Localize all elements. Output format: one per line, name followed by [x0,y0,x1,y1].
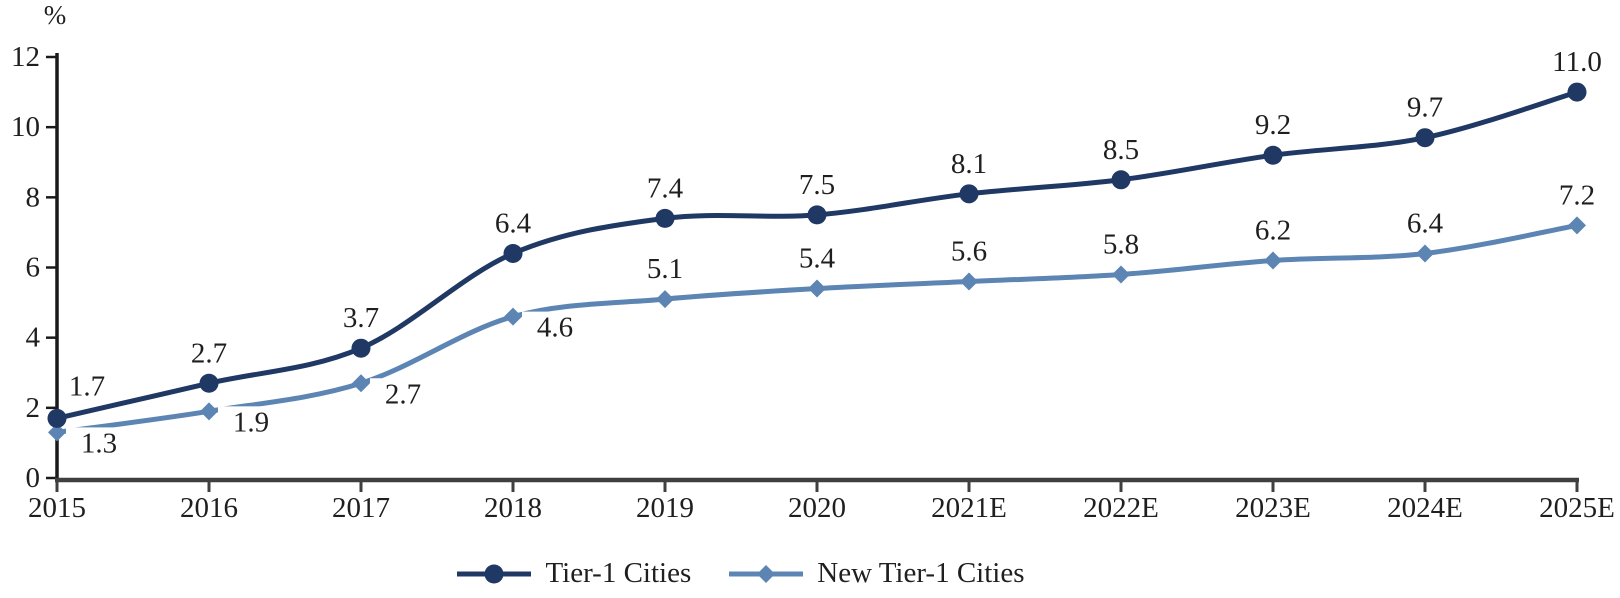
svg-text:2015: 2015 [28,492,86,524]
svg-text:2023E: 2023E [1235,492,1311,524]
svg-text:6.2: 6.2 [1255,214,1291,246]
svg-text:2016: 2016 [180,492,238,524]
svg-text:3.7: 3.7 [343,302,379,334]
svg-text:0: 0 [26,462,41,494]
chart-legend: Tier-1 Cities New Tier-1 Cities [0,557,1620,590]
svg-text:6.4: 6.4 [1407,207,1444,239]
svg-text:2021E: 2021E [931,492,1007,524]
svg-text:1.9: 1.9 [233,406,269,438]
svg-text:9.7: 9.7 [1407,92,1443,124]
svg-text:2.7: 2.7 [385,378,421,410]
svg-text:6: 6 [26,252,41,284]
svg-text:8: 8 [26,181,41,213]
svg-text:12: 12 [11,41,40,73]
svg-text:10: 10 [11,111,40,143]
svg-text:7.5: 7.5 [799,169,835,201]
svg-text:5.1: 5.1 [647,253,683,285]
svg-text:5.4: 5.4 [799,243,836,275]
svg-text:7.4: 7.4 [647,172,684,204]
svg-text:2024E: 2024E [1387,492,1463,524]
svg-text:2: 2 [26,392,41,424]
svg-text:2025E: 2025E [1539,492,1615,524]
svg-text:2022E: 2022E [1083,492,1159,524]
svg-text:5.8: 5.8 [1103,229,1139,261]
svg-text:7.2: 7.2 [1559,179,1595,211]
svg-text:8.1: 8.1 [951,148,987,180]
svg-text:2019: 2019 [636,492,694,524]
svg-text:2017: 2017 [332,492,390,524]
svg-text:4: 4 [26,322,41,354]
legend-item-new-tier1-cities: New Tier-1 Cities [727,557,1025,590]
svg-text:1.7: 1.7 [69,370,105,402]
svg-text:4.6: 4.6 [537,312,573,344]
legend-label-tier1-cities: Tier-1 Cities [545,557,692,589]
tier1-cities-line-circle-icon [457,564,532,583]
svg-text:2020: 2020 [788,492,846,524]
svg-text:2018: 2018 [484,492,542,524]
legend-label-new-tier1-cities: New Tier-1 Cities [817,557,1025,589]
svg-text:6.4: 6.4 [495,207,532,239]
svg-text:5.6: 5.6 [951,236,987,268]
svg-text:2.7: 2.7 [191,337,227,369]
svg-text:11.0: 11.0 [1552,46,1602,78]
svg-text:1.3: 1.3 [81,427,117,459]
legend-item-tier1-cities: Tier-1 Cities [455,557,691,590]
svg-text:8.5: 8.5 [1103,134,1139,166]
new-tier1-cities-line-diamond-icon [729,564,804,583]
svg-text:9.2: 9.2 [1255,109,1291,141]
svg-text:%: % [44,0,67,30]
